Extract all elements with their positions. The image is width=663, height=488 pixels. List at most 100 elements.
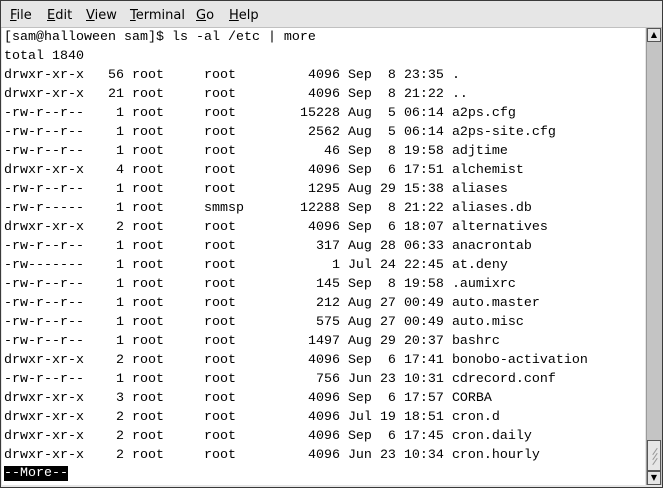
file-links: 4 [91, 163, 132, 178]
file-name: aliases [451, 182, 508, 197]
file-owner: root [131, 315, 204, 330]
file-day: 29 [379, 334, 404, 349]
ls-row: drwxr-xr-x 21 root root 4096 Sep 8 21:22… [4, 85, 468, 104]
file-perms: -rw-r--r-- [4, 334, 92, 349]
file-group: root [203, 144, 276, 159]
menu-edit[interactable]: Edit [47, 8, 73, 23]
file-size: 575 [275, 315, 348, 330]
file-perms: drwxr-xr-x [4, 220, 92, 235]
ls-row: drwxr-xr-x 4 root root 4096 Sep 6 17:51 … [4, 161, 524, 180]
file-time: 17:51 [403, 163, 452, 178]
file-time: 17:41 [403, 353, 452, 368]
file-owner: root [131, 239, 204, 254]
file-name: anacrontab [451, 239, 532, 254]
file-name: adjtime [451, 144, 508, 159]
file-name: CORBA [451, 391, 492, 406]
terminal-output[interactable]: [sam@halloween sam]$ ls -al /etc | more … [2, 28, 645, 485]
file-perms: -rw-r--r-- [4, 106, 92, 121]
menu-file[interactable]: File [10, 8, 32, 23]
file-owner: root [131, 372, 204, 387]
command-prompt-line: [sam@halloween sam]$ ls -al /etc | more [4, 30, 316, 45]
file-group: smmsp [203, 201, 276, 216]
menu-view[interactable]: View [86, 8, 117, 23]
menu-go[interactable]: Go [196, 8, 215, 23]
file-month: Aug [347, 315, 380, 330]
file-day: 23 [379, 448, 404, 463]
file-group: root [203, 68, 276, 83]
file-size: 317 [275, 239, 348, 254]
file-perms: drwxr-xr-x [4, 448, 92, 463]
scrollbar-thumb[interactable] [647, 440, 661, 471]
file-size: 4096 [275, 391, 348, 406]
file-group: root [203, 391, 276, 406]
file-month: Jul [347, 410, 380, 425]
file-time: 06:14 [403, 125, 452, 140]
file-links: 2 [91, 410, 132, 425]
file-owner: root [131, 68, 204, 83]
total-line: total 1840 [4, 49, 84, 64]
file-size: 4096 [275, 448, 348, 463]
file-group: root [203, 125, 276, 140]
menu-help[interactable]: Help [229, 8, 259, 23]
file-time: 21:22 [403, 201, 452, 216]
file-group: root [203, 220, 276, 235]
file-owner: root [131, 163, 204, 178]
file-perms: -rw-r--r-- [4, 144, 92, 159]
file-group: root [203, 182, 276, 197]
menu-terminal[interactable]: Terminal [130, 8, 185, 23]
file-perms: -rw------- [4, 258, 92, 273]
file-month: Aug [347, 182, 380, 197]
ls-row: -rw-r--r-- 1 root root 1295 Aug 29 15:38… [4, 180, 508, 199]
file-size: 46 [275, 144, 348, 159]
file-month: Sep [347, 163, 380, 178]
file-size: 1497 [275, 334, 348, 349]
file-owner: root [131, 429, 204, 444]
file-day: 8 [379, 277, 404, 292]
arrow-down-icon[interactable]: ▼ [647, 471, 661, 485]
file-name: bonobo-activation [451, 353, 588, 368]
file-links: 1 [91, 182, 132, 197]
ls-row: drwxr-xr-x 2 root root 4096 Sep 6 18:07 … [4, 218, 548, 237]
file-owner: root [131, 87, 204, 102]
ls-row: drwxr-xr-x 2 root root 4096 Jul 19 18:51… [4, 408, 500, 427]
ls-row: drwxr-xr-x 2 root root 4096 Sep 6 17:41 … [4, 351, 588, 370]
file-owner: root [131, 125, 204, 140]
file-month: Sep [347, 220, 380, 235]
file-month: Jun [347, 372, 380, 387]
file-size: 4096 [275, 163, 348, 178]
file-time: 10:34 [403, 448, 452, 463]
file-name: cron.d [451, 410, 500, 425]
file-day: 5 [379, 125, 404, 140]
file-perms: -rw-r--r-- [4, 125, 92, 140]
file-links: 1 [91, 239, 132, 254]
file-time: 21:22 [403, 87, 452, 102]
file-time: 23:35 [403, 68, 452, 83]
file-day: 24 [379, 258, 404, 273]
file-perms: drwxr-xr-x [4, 68, 92, 83]
file-day: 8 [379, 87, 404, 102]
file-month: Aug [347, 125, 380, 140]
file-day: 23 [379, 372, 404, 387]
arrow-up-icon[interactable]: ▲ [647, 28, 661, 42]
pager-line: --More-- [4, 464, 68, 483]
file-time: 18:07 [403, 220, 452, 235]
file-name: bashrc [451, 334, 500, 349]
file-links: 21 [91, 87, 132, 102]
file-time: 00:49 [403, 315, 452, 330]
more-prompt: --More-- [4, 466, 68, 481]
ls-row: -rw-r--r-- 1 root root 212 Aug 27 00:49 … [4, 294, 540, 313]
file-owner: root [131, 106, 204, 121]
file-owner: root [131, 258, 204, 273]
file-day: 19 [379, 410, 404, 425]
file-links: 1 [91, 125, 132, 140]
file-day: 5 [379, 106, 404, 121]
file-month: Sep [347, 87, 380, 102]
file-name: alchemist [451, 163, 524, 178]
vertical-scrollbar[interactable]: ▲ ▼ [646, 28, 662, 485]
file-perms: drwxr-xr-x [4, 87, 92, 102]
file-day: 8 [379, 144, 404, 159]
file-perms: drwxr-xr-x [4, 391, 92, 406]
file-links: 1 [91, 106, 132, 121]
file-day: 8 [379, 201, 404, 216]
file-owner: root [131, 410, 204, 425]
